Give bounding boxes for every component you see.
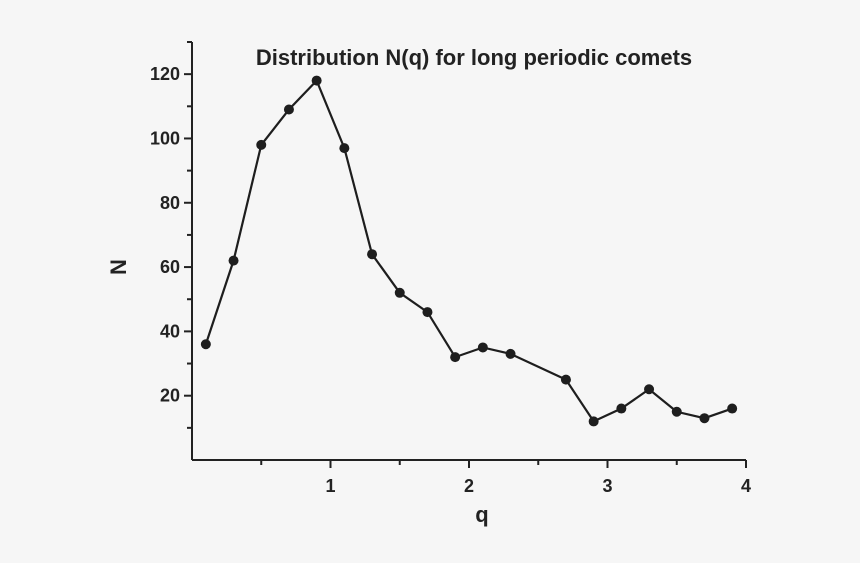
- y-tick-label: 60: [160, 257, 180, 277]
- data-point: [699, 413, 710, 424]
- x-tick-label: 2: [464, 476, 474, 496]
- data-point: [616, 403, 627, 414]
- data-point: [505, 348, 516, 359]
- data-point: [477, 342, 488, 353]
- y-tick-label: 40: [160, 321, 180, 341]
- data-point: [283, 104, 294, 115]
- y-tick-label: 120: [150, 64, 180, 84]
- data-point: [671, 406, 682, 417]
- data-point: [727, 403, 738, 414]
- chart-title: Distribution N(q) for long periodic come…: [256, 45, 692, 70]
- data-point: [394, 287, 405, 298]
- x-tick-label: 3: [602, 476, 612, 496]
- data-point: [200, 339, 211, 350]
- data-point: [256, 139, 267, 150]
- data-point: [560, 374, 571, 385]
- x-axis-title: q: [475, 502, 488, 527]
- data-point: [228, 255, 239, 266]
- data-point: [367, 249, 378, 260]
- data-point: [311, 75, 322, 86]
- series-line: [204, 78, 733, 423]
- data-point: [450, 352, 461, 363]
- x-tick-label: 4: [741, 476, 751, 496]
- data-point: [422, 307, 433, 318]
- data-point: [588, 416, 599, 427]
- y-tick-label: 100: [150, 128, 180, 148]
- y-tick-label: 20: [160, 386, 180, 406]
- y-axis-title: N: [106, 259, 131, 275]
- y-tick-label: 80: [160, 193, 180, 213]
- axes: [191, 42, 746, 461]
- x-tick-label: 1: [325, 476, 335, 496]
- series: [200, 75, 738, 427]
- data-point: [644, 384, 655, 395]
- data-point: [339, 143, 350, 154]
- ticks: 1 2 3 4 20 40 60 80 100 120: [150, 41, 751, 496]
